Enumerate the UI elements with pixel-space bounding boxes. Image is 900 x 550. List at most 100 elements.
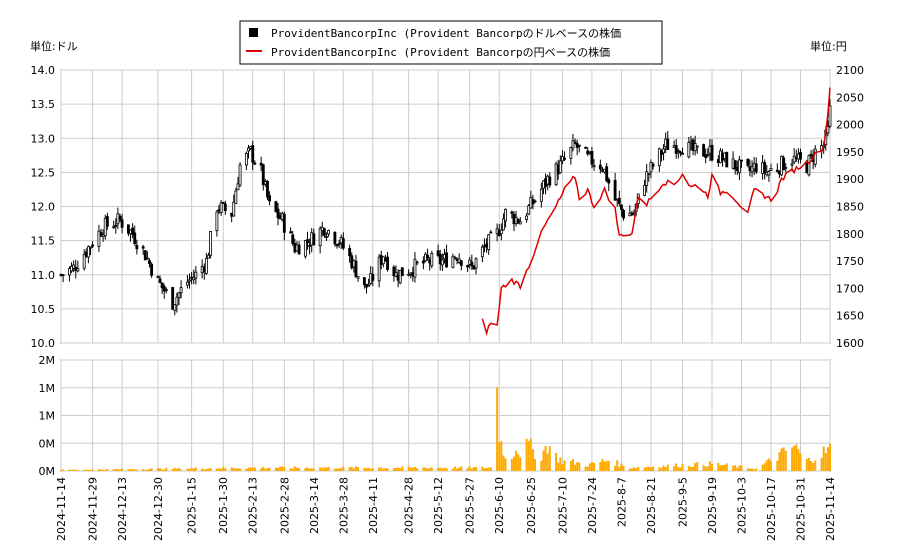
volume-bar	[127, 469, 130, 471]
candle-body	[173, 304, 177, 311]
volume-bar	[649, 467, 652, 471]
volume-bar	[112, 469, 115, 471]
candle-body	[82, 254, 86, 269]
volume-bar	[561, 464, 564, 471]
candle-body	[702, 144, 706, 157]
candle-body	[489, 231, 493, 234]
volume-bar	[704, 466, 707, 471]
volume-bar	[563, 460, 566, 471]
volume-bar	[456, 468, 459, 471]
candle-body	[430, 253, 434, 267]
x-tick-label: 2025-8-7	[615, 477, 628, 527]
volume-bar	[460, 466, 463, 471]
candle-body	[156, 276, 160, 279]
candle-body	[681, 152, 684, 155]
volume-bar	[531, 449, 534, 471]
x-tick-label: 2025-2-28	[278, 477, 291, 534]
volume-bar	[618, 466, 621, 471]
volume-bar	[87, 469, 90, 471]
candle-body	[769, 168, 773, 171]
volume-bar	[365, 468, 368, 471]
volume-bar	[540, 460, 543, 471]
candle-body	[613, 180, 617, 201]
left-tick-label: 13.0	[31, 132, 56, 145]
legend-label-usd: ProvidentBancorpInc (Provident Bancorpのド…	[271, 26, 621, 40]
volume-bar	[129, 468, 132, 471]
candle-body	[415, 261, 419, 264]
candle-body	[377, 256, 381, 282]
candle-body	[617, 197, 621, 204]
volume-bar	[397, 467, 400, 471]
volume-bar	[327, 466, 330, 471]
volume-bar	[260, 468, 263, 471]
candle-body	[651, 163, 655, 167]
volume-axis-ticks: 0M 0M 1M 1M 2M	[39, 354, 56, 478]
volume-bar	[245, 468, 248, 471]
volume-bar	[740, 465, 743, 471]
volume-bar	[519, 457, 522, 471]
candle-body	[175, 296, 179, 306]
volume-tick-label: 1M	[39, 382, 56, 395]
volume-bar	[445, 468, 448, 471]
volume-bar	[426, 468, 429, 471]
candle-body	[70, 265, 73, 272]
candle-body	[209, 231, 213, 256]
volume-bar	[504, 458, 507, 471]
volume-bar	[279, 466, 282, 471]
candle-body	[89, 246, 92, 249]
candle-body	[232, 201, 236, 217]
volume-bar	[135, 469, 138, 471]
volume-bar	[515, 450, 518, 471]
x-tick-label: 2025-3-28	[337, 477, 350, 534]
volume-bar	[517, 454, 520, 471]
candle-body	[426, 254, 430, 259]
volume-bar	[525, 438, 528, 471]
volume-bar	[91, 469, 94, 471]
x-tick-label: 2025-1-15	[186, 477, 199, 534]
candle-body	[188, 279, 191, 282]
candle-body	[828, 105, 832, 127]
candle-body	[68, 268, 71, 276]
candle-body	[158, 278, 162, 283]
candle-body	[253, 162, 257, 165]
candle-body	[164, 289, 168, 291]
volume-bar	[778, 452, 781, 471]
volume-bar	[633, 467, 636, 471]
x-tick-label: 2025-1-30	[217, 477, 230, 534]
left-unit-label: 単位:ドル	[30, 39, 78, 53]
x-tick-label: 2025-10-3	[736, 477, 749, 534]
volume-tick-label: 0M	[39, 437, 56, 450]
candle-body	[160, 282, 164, 289]
volume-bar	[782, 447, 785, 471]
volume-bar	[765, 460, 768, 471]
volume-bar	[584, 466, 587, 471]
volume-bar	[321, 468, 324, 471]
volume-bar	[437, 468, 440, 471]
volume-bar	[338, 468, 341, 471]
volume-bar	[590, 461, 593, 471]
volume-bar	[576, 462, 579, 471]
candle-body	[453, 257, 457, 260]
candle-body	[179, 287, 183, 294]
candle-body	[327, 229, 330, 235]
volume-bar	[571, 459, 574, 471]
candle-body	[451, 256, 455, 268]
volume-bar	[281, 466, 284, 471]
volume-tick-label: 2M	[39, 354, 56, 367]
volume-bar	[702, 465, 705, 471]
volume-bars	[60, 387, 831, 471]
volume-bar	[692, 466, 695, 471]
volume-bar	[443, 467, 446, 471]
candle-body	[141, 246, 145, 249]
volume-bar	[121, 468, 124, 471]
x-tick-label: 2025-9-19	[706, 477, 719, 534]
volume-bar	[763, 463, 766, 471]
volume-bar	[677, 467, 680, 471]
candle-body	[112, 226, 116, 229]
volume-bar	[72, 469, 75, 471]
candle-body	[657, 148, 661, 167]
volume-bar	[826, 447, 829, 471]
candle-body	[266, 180, 269, 198]
volume-bar	[264, 468, 267, 471]
volume-bar	[679, 467, 682, 471]
